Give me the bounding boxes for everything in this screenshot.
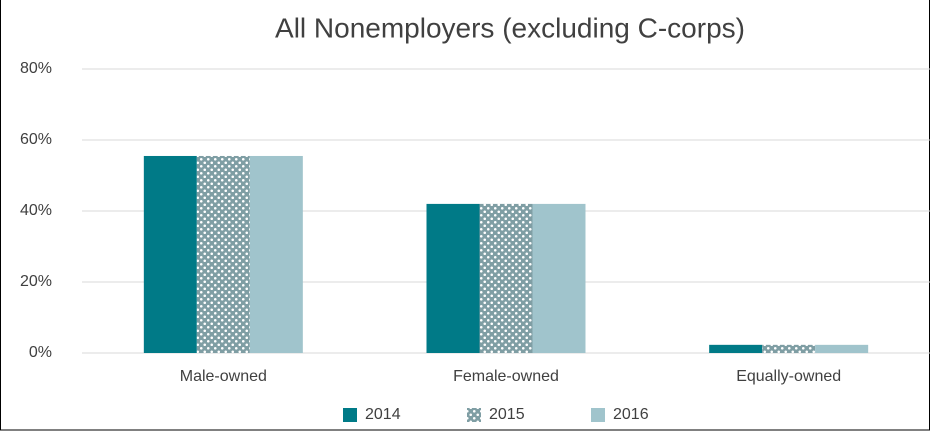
legend-swatch [591,408,605,422]
bar [479,203,533,353]
x-tick-label: Male-owned [180,368,267,385]
bar [815,344,869,353]
y-tick-label: 60% [20,131,52,148]
x-tick-label: Female-owned [453,368,559,385]
bar [762,344,816,353]
legend-swatch [343,408,357,422]
bar [196,155,250,353]
y-tick-label: 80% [20,60,52,77]
bar [143,155,197,353]
bar [426,203,480,353]
y-tick-label: 40% [20,202,52,219]
y-tick-label: 0% [29,344,52,361]
chart-title: All Nonemployers (excluding C-corps) [275,12,745,43]
legend-label: 2014 [365,406,401,423]
legend-swatch [467,408,481,422]
y-tick-label: 20% [20,273,52,290]
bar [532,203,586,353]
legend-label: 2015 [489,406,525,423]
bar [249,155,303,353]
legend-label: 2016 [613,406,649,423]
x-tick-label: Equally-owned [736,368,841,385]
bar [709,344,763,353]
